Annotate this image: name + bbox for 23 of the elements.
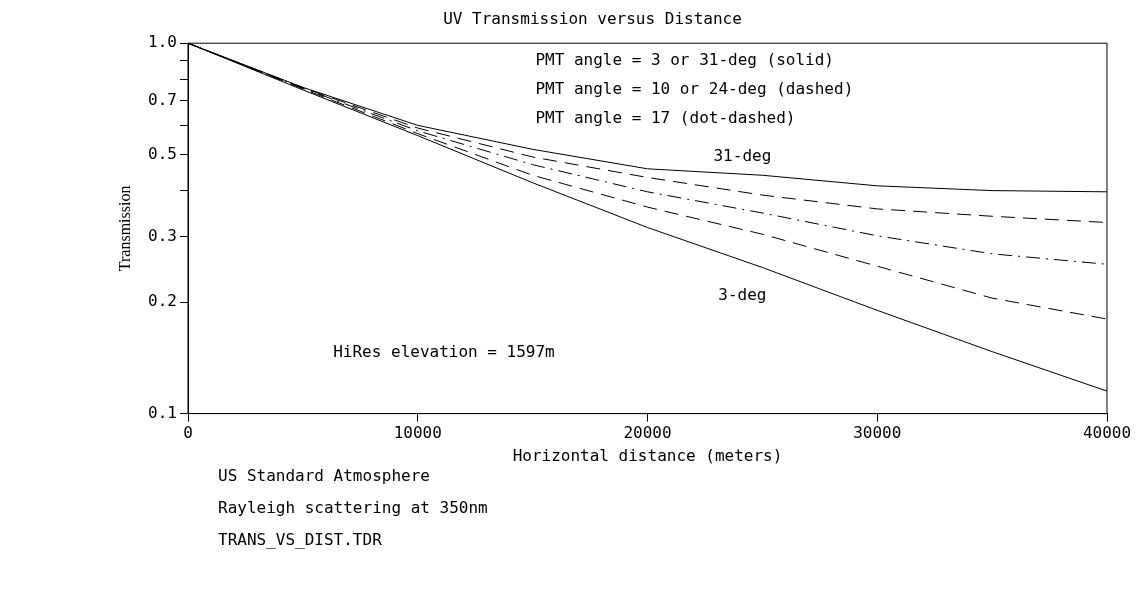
annotation: HiRes elevation = 1597m bbox=[333, 341, 555, 361]
text: TRANS_VS_DIST.TDR bbox=[218, 529, 383, 549]
y-tick-label: 0.2 bbox=[148, 291, 177, 311]
annotation: PMT angle = 17 (dot-dashed) bbox=[535, 108, 796, 128]
x-tick-label: 10000 bbox=[393, 423, 442, 443]
chart-title: UV Transmission versus Distance bbox=[443, 8, 742, 28]
x-axis-title: Horizontal distance (meters) bbox=[512, 445, 783, 465]
x-tick-label: 30000 bbox=[853, 423, 902, 443]
x-tick-label: 0 bbox=[183, 423, 193, 443]
annotation: PMT angle = 3 or 31-deg (solid) bbox=[535, 50, 835, 70]
y-tick-label: 0.5 bbox=[148, 143, 177, 163]
y-axis-title: Transmission bbox=[116, 185, 134, 272]
y-tick-label: 0.1 bbox=[148, 402, 177, 422]
annotation: PMT angle = 10 or 24-deg (dashed) bbox=[535, 79, 854, 99]
text: US Standard Atmosphere bbox=[218, 465, 430, 485]
series-label: 3-deg bbox=[718, 284, 767, 304]
y-tick-label: 0.7 bbox=[148, 89, 177, 109]
x-tick-label: 40000 bbox=[1082, 423, 1132, 443]
y-tick-label: 0.3 bbox=[148, 226, 177, 246]
series-label: 31-deg bbox=[713, 146, 772, 166]
x-tick-label: 20000 bbox=[623, 423, 672, 443]
text: Rayleigh scattering at 350nm bbox=[218, 497, 488, 517]
y-tick-label: 1.0 bbox=[148, 32, 177, 52]
